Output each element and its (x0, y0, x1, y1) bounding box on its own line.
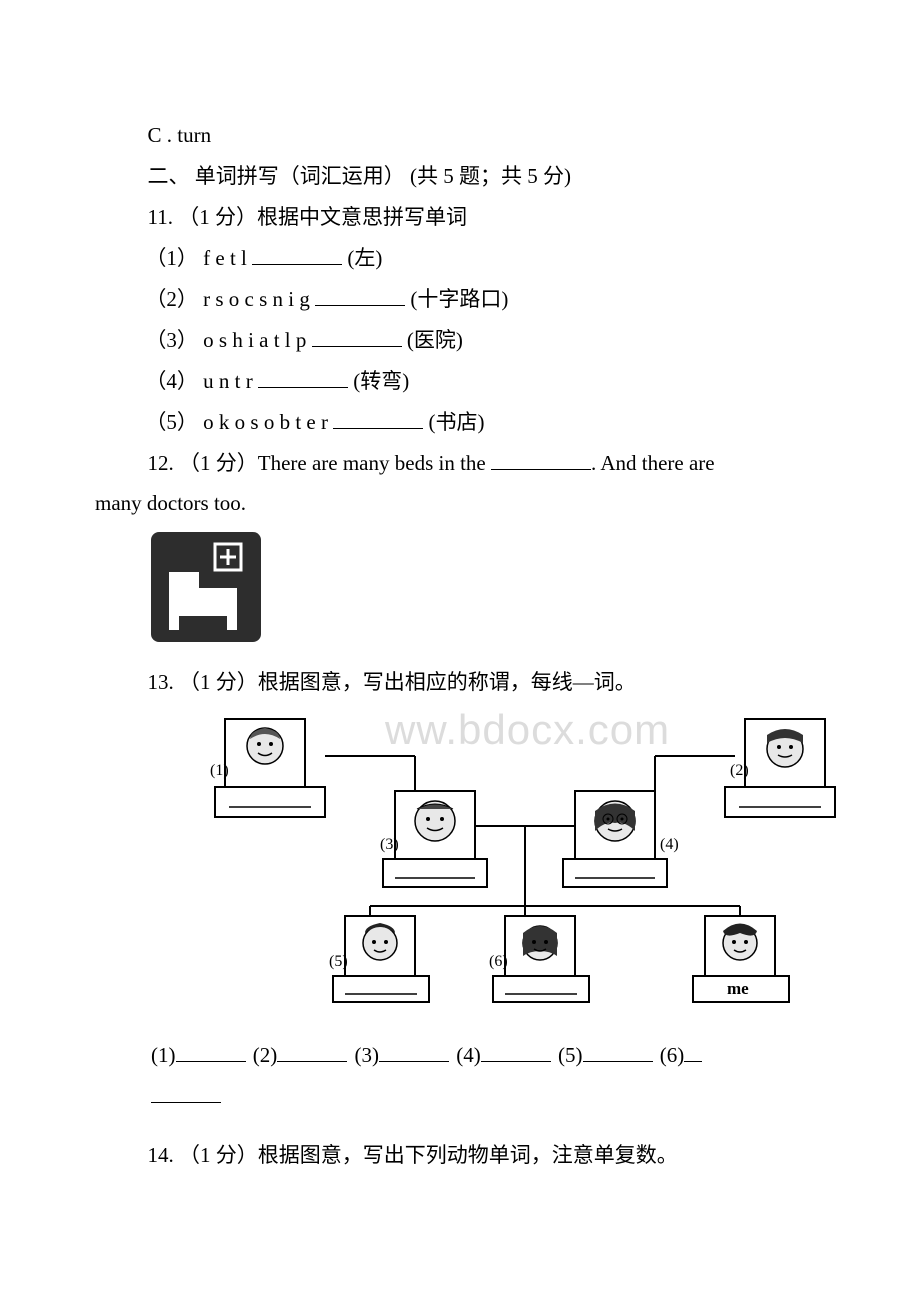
q13-a1: (1) (151, 1043, 176, 1067)
q11-item-1: （1） f e t l (左) (95, 238, 825, 279)
svg-text:(3): (3) (380, 836, 399, 853)
hospital-icon (151, 532, 261, 642)
q11-item-4-blank[interactable] (258, 367, 348, 388)
q13-blank-4[interactable] (481, 1041, 551, 1062)
q13-a6: (6) (660, 1043, 685, 1067)
q11-item-4-meaning: (转弯) (353, 369, 409, 393)
q11-item-3-num: （3） (145, 328, 198, 352)
q11-item-5: （5） o k o s o b t e r (书店) (95, 402, 825, 443)
q13-blank-2[interactable] (277, 1041, 347, 1062)
q11-item-2-num: （2） (145, 287, 198, 311)
q11-item-2-letters: r s o c s n i g (203, 287, 310, 311)
answer-option-c: C . turn (95, 115, 825, 156)
q11-item-1-letters: f e t l (203, 246, 247, 270)
svg-text:(5): (5) (329, 953, 348, 970)
q13-stem: 13. （1 分）根据图意，写出相应的称谓，每线—词。 (95, 662, 825, 703)
q11-item-3: （3） o s h i a t l p (医院) (95, 320, 825, 361)
q11-item-4: （4） u n t r (转弯) (95, 361, 825, 402)
q13-blank-6b[interactable] (151, 1082, 221, 1103)
q11-item-1-num: （1） (145, 246, 198, 270)
svg-text:(1): (1) (210, 762, 229, 779)
q11-item-2-blank[interactable] (315, 285, 405, 306)
q11-item-4-num: （4） (145, 369, 198, 393)
q11-item-5-num: （5） (145, 410, 198, 434)
q13-blank-1[interactable] (176, 1041, 246, 1062)
q13-a2: (2) (253, 1043, 278, 1067)
q11-item-2-meaning: (十字路口) (410, 287, 508, 311)
q13-blank-6a[interactable] (684, 1041, 702, 1062)
q11-item-3-letters: o s h i a t l p (203, 328, 306, 352)
q13-a3: (3) (355, 1043, 380, 1067)
q12-prefix: 12. （1 分）There are many beds in the (148, 451, 492, 475)
section-heading: 二、 单词拼写（词汇运用） (共 5 题；共 5 分) (95, 156, 825, 197)
svg-text:(2): (2) (730, 762, 749, 779)
q13-a5: (5) (558, 1043, 583, 1067)
q13-a4: (4) (456, 1043, 481, 1067)
q14-stem: 14. （1 分）根据图意，写出下列动物单词，注意单复数。 (95, 1135, 825, 1176)
family-tree-diagram: (1) (2) (3) (195, 711, 855, 1025)
q11-item-1-meaning: (左) (347, 246, 382, 270)
me-label: me (727, 979, 749, 998)
q12-line2: many doctors too. (95, 483, 825, 524)
q11-item-1-blank[interactable] (252, 244, 342, 265)
q11-item-5-blank[interactable] (333, 408, 423, 429)
q13-tail (95, 1076, 825, 1117)
q11-item-3-blank[interactable] (312, 326, 402, 347)
svg-text:(4): (4) (660, 836, 679, 853)
q13-answer-row: (1) (2) (3) (4) (5) (6) (151, 1035, 825, 1076)
svg-text:(6): (6) (489, 953, 508, 970)
q11-item-5-letters: o k o s o b t e r (203, 410, 328, 434)
q11-item-5-meaning: (书店) (428, 410, 484, 434)
q12-suffix: . And there are (591, 451, 715, 475)
q12-line1: 12. （1 分）There are many beds in the . An… (95, 443, 825, 484)
q11-item-2: （2） r s o c s n i g (十字路口) (95, 279, 825, 320)
q11-item-3-meaning: (医院) (407, 328, 463, 352)
q12-blank[interactable] (491, 449, 591, 470)
q11-stem: 11. （1 分）根据中文意思拼写单词 (95, 197, 825, 238)
q13-blank-5[interactable] (583, 1041, 653, 1062)
q11-item-4-letters: u n t r (203, 369, 253, 393)
q13-blank-3[interactable] (379, 1041, 449, 1062)
